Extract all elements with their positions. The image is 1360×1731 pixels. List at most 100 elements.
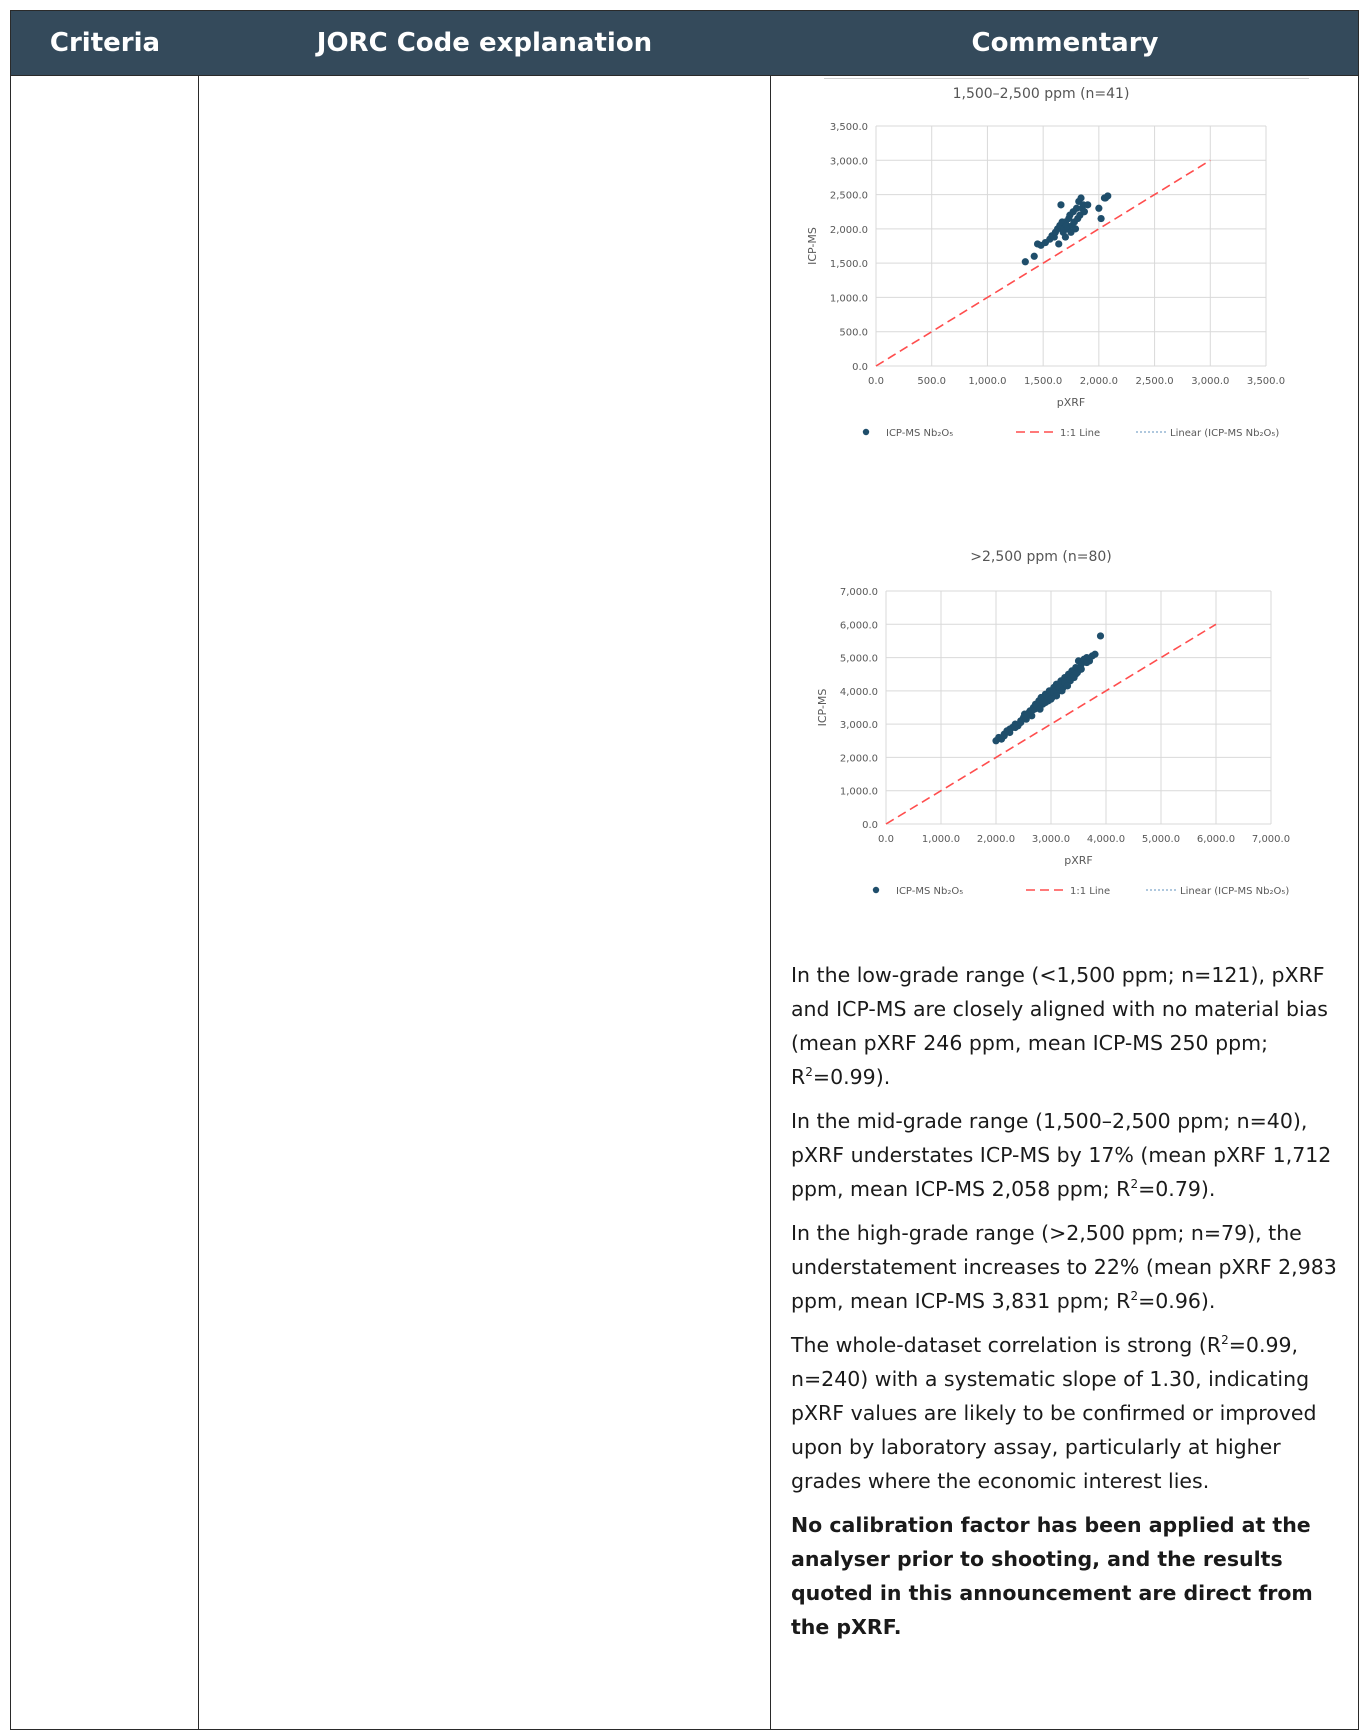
x-tick-label: 0.0 <box>868 376 884 387</box>
paragraph-calibration-note: No calibration factor has been applied a… <box>791 1513 1313 1639</box>
jorc-table: Criteria JORC Code explanation Commentar… <box>10 10 1359 1730</box>
y-tick-label: 1,500.0 <box>830 259 868 270</box>
data-point <box>1080 208 1088 216</box>
legend-label-line: 1:1 Line <box>1060 428 1100 439</box>
y-tick-label: 0.0 <box>862 820 878 831</box>
x-tick-label: 6,000.0 <box>1197 834 1235 845</box>
data-point <box>1095 204 1103 212</box>
data-point <box>1055 240 1063 248</box>
y-tick-label: 3,000.0 <box>840 720 878 731</box>
y-axis-label: ICP-MS <box>816 689 829 727</box>
y-tick-label: 2,000.0 <box>830 225 868 236</box>
commentary-text: In the low-grade range (<1,500 ppm; n=12… <box>791 958 1351 1654</box>
scatter-plot-mid-grade: 0.00.0 500.0 500.0 1,000.0 1,000.0 1,500.0 1,5… <box>806 122 1285 439</box>
para-text: =0.99, n=240) with a systematic slope of… <box>791 1333 1317 1493</box>
data-point <box>1083 658 1091 667</box>
header-divider <box>11 75 1358 76</box>
y-tick-label: 7,000.0 <box>840 587 878 598</box>
para-text: In the mid-grade range (1,500–2,500 ppm;… <box>791 1109 1332 1201</box>
x-tick-label: 2,000.0 <box>977 834 1015 845</box>
y-tick-label: 1,000.0 <box>830 293 868 304</box>
y-tick-label: 2,500.0 <box>830 191 868 202</box>
legend-label-points: ICP-MS Nb₂O₅ <box>886 428 953 439</box>
data-point <box>1077 665 1085 673</box>
para-text: The whole-dataset correlation is strong … <box>791 1333 1222 1357</box>
para-text: In the low-grade range (<1,500 ppm; n=12… <box>791 963 1328 1089</box>
x-tick-label: 1,000.0 <box>922 834 960 845</box>
data-point <box>1036 705 1044 713</box>
y-tick-label: 6,000.0 <box>840 620 878 631</box>
x-tick-label: 2,000.0 <box>1080 376 1118 387</box>
paragraph-high-grade: In the high-grade range (>2,500 ppm; n=7… <box>791 1216 1351 1318</box>
data-point <box>1022 712 1030 720</box>
para-text: =0.79). <box>1138 1177 1216 1201</box>
chart-title: >2,500 ppm (n=80) <box>970 549 1112 565</box>
chart-frame-top <box>824 78 1309 79</box>
x-tick-label: 0.0 <box>878 834 894 845</box>
data-point <box>1000 732 1008 740</box>
para-text: =0.96). <box>1138 1289 1216 1313</box>
data-point <box>1021 258 1029 266</box>
para-text: =0.99). <box>812 1065 891 1089</box>
one-to-one-line <box>885 623 1217 825</box>
data-point <box>1041 698 1050 707</box>
column-divider-2 <box>770 75 771 1729</box>
header-criteria: Criteria <box>49 28 161 58</box>
data-point <box>1084 201 1092 209</box>
y-tick-label: 3,000.0 <box>830 156 868 167</box>
chart-mid-grade: 1,500–2,500 ppm (n=41) 0.0 0.0 500.0 500.0 1… <box>781 76 1309 506</box>
paragraph-mid-grade: In the mid-grade range (1,500–2,500 ppm;… <box>791 1104 1351 1206</box>
data-point <box>1057 201 1065 209</box>
x-axis-label: pXRF <box>1064 854 1093 867</box>
data-point <box>1069 673 1077 682</box>
x-tick-label: 7,000.0 <box>1252 834 1290 845</box>
scatter-plot-high-grade: 0.00.0 1,000.0 1,000.0 2,000.0 2,000.0 3,000.… <box>816 587 1290 897</box>
data-point <box>1011 723 1019 732</box>
data-point <box>1006 725 1014 733</box>
legend-marker-points <box>872 886 880 894</box>
x-tick-label: 1,500.0 <box>1024 376 1062 387</box>
x-tick-label: 5,000.0 <box>1142 834 1180 845</box>
data-point <box>1028 712 1036 720</box>
x-tick-label: 3,000.0 <box>1032 834 1070 845</box>
data-point <box>1071 225 1080 233</box>
paragraph-low-grade: In the low-grade range (<1,500 ppm; n=12… <box>791 958 1351 1094</box>
x-tick-label: 3,500.0 <box>1247 376 1285 387</box>
chart-high-grade: >2,500 ppm (n=80) 0.0 0.0 1,000.0 1,000.0 2,… <box>781 541 1301 961</box>
column-divider-1 <box>198 75 199 1729</box>
y-tick-label: 0.0 <box>852 362 868 373</box>
chart-title: 1,500–2,500 ppm (n=41) <box>952 86 1130 102</box>
legend-marker-points <box>862 428 870 436</box>
data-point <box>1063 682 1072 690</box>
data-point <box>1091 650 1099 658</box>
data-point <box>1028 707 1036 715</box>
paragraph-whole-dataset: The whole-dataset correlation is strong … <box>791 1328 1351 1498</box>
legend-label-line: 1:1 Line <box>1070 886 1110 897</box>
header-commentary: Commentary <box>971 28 1159 58</box>
data-point <box>1061 233 1070 241</box>
superscript: 2 <box>1130 1289 1139 1304</box>
data-point <box>1017 718 1025 727</box>
x-tick-label: 3,000.0 <box>1191 376 1229 387</box>
legend-label-points: ICP-MS Nb₂O₅ <box>896 886 963 897</box>
superscript: 2 <box>805 1065 813 1080</box>
one-to-one-line <box>875 159 1211 367</box>
data-point <box>1077 194 1085 202</box>
data-point <box>1030 252 1038 260</box>
legend-label-trend: Linear (ICP-MS Nb₂O₅) <box>1170 428 1279 439</box>
data-point <box>1096 632 1105 640</box>
y-axis-label: ICP-MS <box>806 227 819 265</box>
y-tick-label: 500.0 <box>839 328 868 339</box>
y-tick-label: 2,000.0 <box>840 753 878 764</box>
x-axis-label: pXRF <box>1057 396 1086 409</box>
data-point <box>1058 687 1066 695</box>
para-text: In the high-grade range (>2,500 ppm; n=7… <box>791 1221 1337 1313</box>
y-tick-label: 3,500.0 <box>830 122 868 133</box>
superscript: 2 <box>1221 1333 1229 1348</box>
y-tick-label: 5,000.0 <box>840 654 878 665</box>
data-point <box>1052 692 1061 700</box>
x-tick-label: 500.0 <box>917 376 946 387</box>
legend-label-trend: Linear (ICP-MS Nb₂O₅) <box>1180 886 1289 897</box>
table-header-row: Criteria JORC Code explanation Commentar… <box>11 11 1358 75</box>
y-tick-label: 4,000.0 <box>840 687 878 698</box>
